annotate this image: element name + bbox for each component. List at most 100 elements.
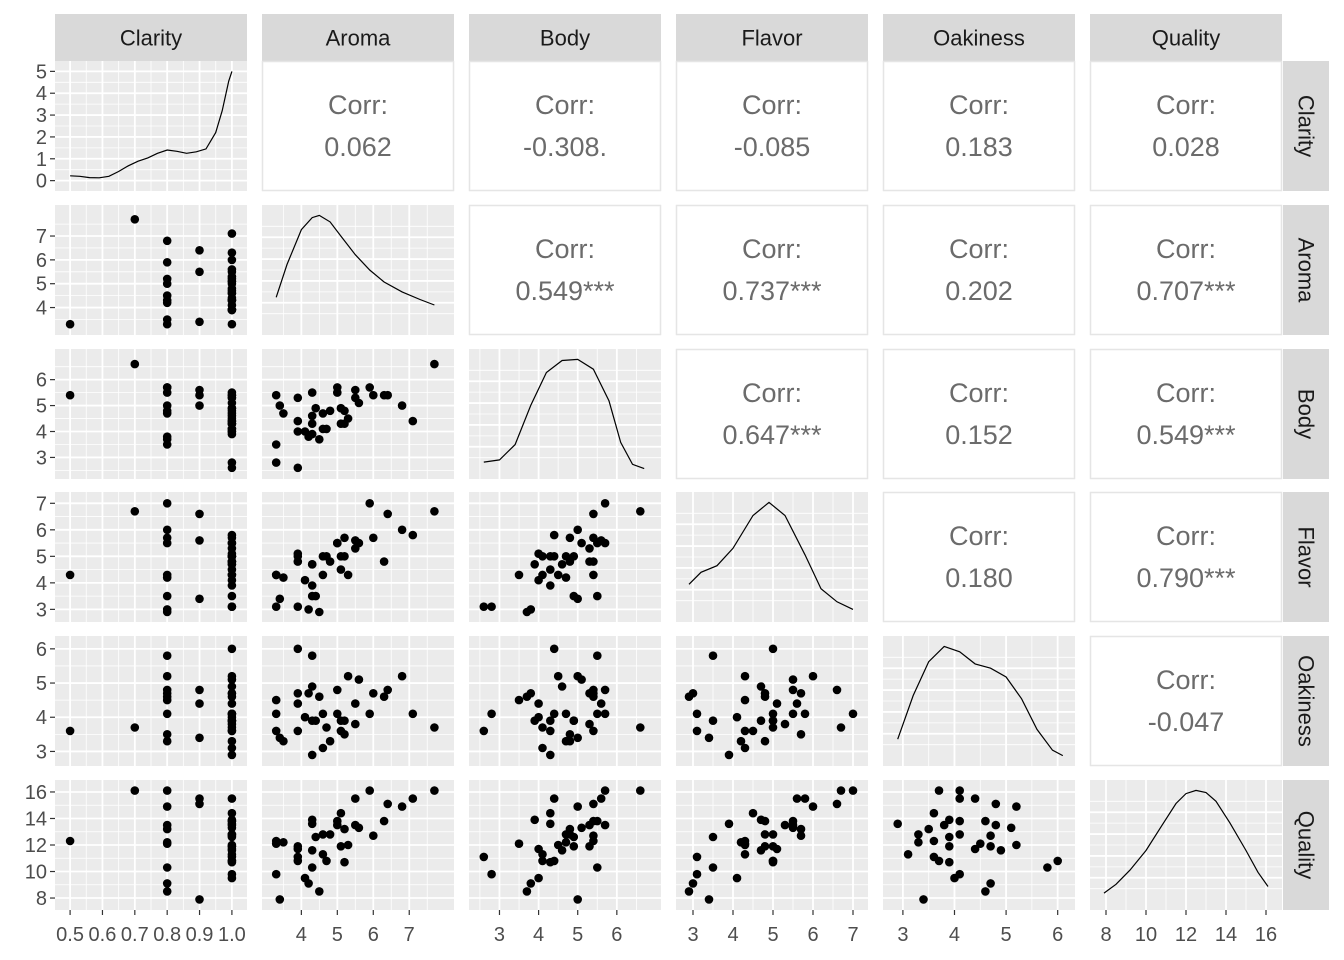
data-point [768,644,778,654]
data-point [848,786,858,795]
panel-aroma-aroma [262,205,454,335]
column-strip-quality [1090,14,1282,61]
column-strip-aroma [262,14,454,61]
data-point [768,842,778,851]
data-point [275,594,285,604]
panel-quality-quality [1090,780,1282,910]
data-point [271,869,281,879]
data-point [351,544,360,553]
data-point [351,699,360,708]
corr-label: Corr: [535,234,595,264]
data-point [708,651,718,660]
panel-body-oakiness: Corr: 0.152 [882,348,1076,480]
data-point [162,685,172,695]
data-point [561,736,571,746]
data-point [227,286,237,296]
data-point [970,794,980,803]
data-point [740,695,750,705]
data-point [369,689,378,698]
data-point [565,730,575,739]
data-point [365,786,375,795]
data-point [162,388,172,397]
data-point [369,390,378,400]
y-tick-label-flavor: 6 [36,520,47,542]
corr-panel-background [675,348,869,480]
panel-body-clarity [55,349,247,479]
y-tick-label-aroma: 7 [36,226,47,248]
column-strip-oakiness [883,14,1075,61]
data-point [162,315,172,324]
panel-oakiness-oakiness [883,636,1075,766]
corr-label: Corr: [742,234,802,264]
data-point [195,799,204,809]
column-strip-body [469,14,661,61]
x-tick-label-aroma: 4 [296,924,307,946]
data-point [565,533,575,543]
data-point [589,533,598,543]
data-point [788,709,798,719]
density-curve-quality [1103,789,1269,894]
data-point [315,887,324,896]
x-tick-label-oakiness: 3 [897,924,908,946]
y-tick-label-flavor: 5 [36,546,47,568]
data-point [227,427,237,436]
data-point [1053,856,1062,866]
data-point [351,719,360,729]
data-point [307,863,317,872]
data-point [836,723,846,732]
data-point [557,682,567,691]
panel-oakiness-body [469,636,661,766]
data-point [365,709,375,719]
data-point [955,816,964,826]
y-tick-label-clarity: 3 [36,105,47,127]
panel-flavor-quality: Corr: 0.790*** [1089,491,1283,623]
data-point [408,530,418,540]
data-point [162,695,172,705]
data-point [740,726,750,736]
data-point [304,879,313,888]
data-point [307,591,317,601]
data-point [546,726,555,736]
data-point [293,416,303,426]
data-point [553,671,563,681]
data-point [955,830,964,839]
data-point [227,255,237,265]
data-point [546,716,555,725]
data-point [981,816,990,826]
data-point [304,605,313,614]
row-strip-label-body: Body [1294,389,1319,439]
panel-body-quality: Corr: 0.549*** [1089,348,1283,480]
data-point [195,509,204,519]
x-tick-label-oakiness: 6 [1052,924,1063,946]
data-point [162,730,172,739]
x-tick-label-body: 6 [611,924,622,946]
data-point [593,709,602,719]
data-point [162,533,172,543]
data-point [740,671,750,681]
data-point [788,820,798,830]
density-curve-aroma [275,214,435,306]
data-point [479,726,489,736]
data-point [573,733,582,743]
data-point [708,832,718,842]
data-point [293,699,303,708]
data-point [271,602,281,611]
data-point [430,723,439,732]
row-strip-quality [1283,780,1329,910]
data-point [991,820,1001,830]
data-point [561,838,571,847]
panel-background [469,636,661,766]
data-point [796,824,806,834]
data-point [939,820,949,830]
density-curve-body [483,358,645,470]
data-point [227,248,237,257]
data-point [227,644,237,654]
data-point [195,401,204,410]
x-tick-label-oakiness: 5 [1001,924,1012,946]
data-point [573,671,582,681]
data-point [307,411,317,421]
y-tick-label-clarity: 4 [36,83,47,105]
panel-oakiness-flavor [676,636,868,766]
data-point [549,644,559,654]
corr-value-clarity-flavor: -0.085 [734,132,811,162]
